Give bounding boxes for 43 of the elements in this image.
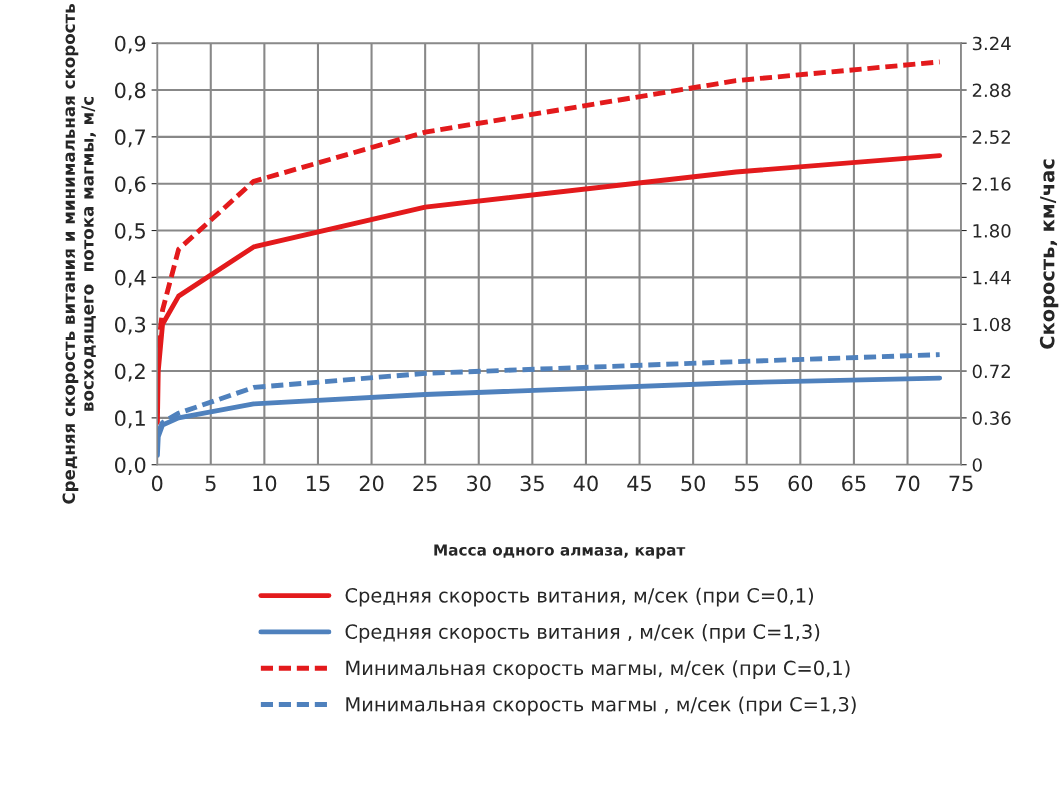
x-tick-label: 35 bbox=[520, 475, 544, 492]
x-tick-label: 40 bbox=[573, 475, 598, 492]
y2-tick-label: 0 bbox=[972, 458, 982, 472]
y-tick-label: 0,0 bbox=[115, 457, 146, 476]
y2-tick-label: 0.72 bbox=[972, 364, 1010, 379]
x-tick-label: 65 bbox=[842, 475, 866, 492]
y-tick-label: 0,6 bbox=[115, 176, 146, 195]
y-tick-label: 0,1 bbox=[115, 410, 145, 429]
legend-label: Средняя скорость витания, м/сек (при С=0,1) bbox=[345, 587, 814, 607]
y2-tick-label: 1.80 bbox=[973, 223, 1011, 238]
y-tick-label: 0,5 bbox=[115, 222, 145, 241]
y2-tick-label: 1.44 bbox=[973, 271, 1011, 285]
x-tick-label: 15 bbox=[307, 475, 330, 492]
y-tick-label: 0,3 bbox=[115, 316, 146, 335]
y2-tick-label: 3.24 bbox=[972, 36, 1011, 51]
y-tick-label: 0,2 bbox=[115, 363, 145, 382]
x-tick-label: 75 bbox=[949, 475, 973, 492]
y2-tick-label: 2.16 bbox=[972, 177, 1011, 191]
y2-tick-label: 0.36 bbox=[972, 411, 1011, 425]
x-tick-label: 50 bbox=[681, 475, 705, 492]
y-axis-title: Средняя скорость витания и минимальная скорость восходящего потока магмы, м/с bbox=[62, 4, 96, 504]
legend-label: Минимальная скорость магмы , м/сек (при С=1,3) bbox=[346, 696, 856, 716]
x-tick-label: 60 bbox=[788, 475, 813, 492]
x-tick-label: 10 bbox=[253, 475, 277, 492]
y2-tick-label: 1.08 bbox=[973, 317, 1011, 332]
x-tick-label: 55 bbox=[735, 475, 759, 492]
x-tick-label: 70 bbox=[895, 475, 920, 492]
legend-label: Средняя скорость витания , м/сек (при С=1,3) bbox=[345, 623, 820, 643]
y-tick-label: 0,8 bbox=[115, 82, 146, 101]
x-tick-label: 5 bbox=[205, 475, 216, 492]
x-tick-label: 20 bbox=[359, 475, 384, 492]
legend-label: Минимальная скорость магмы, м/сек (при С=0,1) bbox=[346, 660, 850, 680]
x-tick-label: 30 bbox=[467, 475, 491, 492]
y-tick-label: 0,4 bbox=[115, 269, 146, 288]
y-tick-label: 0,7 bbox=[115, 129, 145, 148]
x-tick-label: 0 bbox=[151, 475, 163, 492]
y-tick-label: 0,9 bbox=[115, 35, 146, 54]
y2-axis-title: Скорость, км/час bbox=[1039, 159, 1059, 349]
x-tick-label: 25 bbox=[413, 475, 437, 492]
y2-tick-label: 2.52 bbox=[972, 130, 1010, 144]
y2-tick-label: 2.88 bbox=[972, 83, 1011, 98]
x-tick-label: 45 bbox=[627, 475, 651, 492]
x-axis-title: Масса одного алмаза, карат bbox=[434, 544, 686, 559]
